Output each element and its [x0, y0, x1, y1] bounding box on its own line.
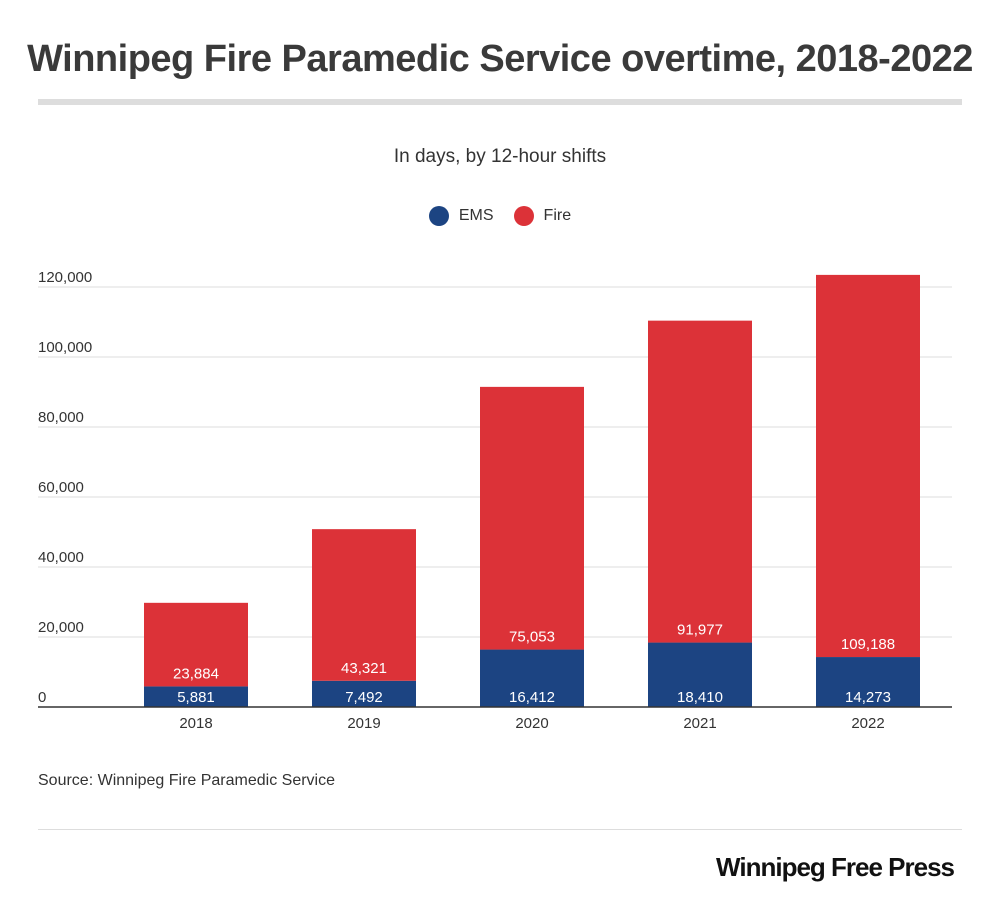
legend-swatch-fire [513, 206, 534, 226]
data-label-fire-2019: 43,321 [341, 660, 387, 677]
bar-fire-2018 [144, 602, 248, 687]
bar-ems-2020 [480, 649, 584, 707]
bar-ems-2021 [648, 642, 752, 707]
stacked-bar-chart: 0 20,000 40,000 60,000 80,000 100,000 120,000 5… [38, 269, 952, 732]
data-label-ems-2020: 16,412 [509, 689, 555, 706]
chart-title: Winnipeg Fire Paramedic Service overtime… [27, 38, 973, 80]
data-label-ems-2021: 18,410 [677, 689, 723, 706]
data-label-ems-2022: 14,273 [845, 689, 891, 706]
y-tick-label: 20,000 [38, 619, 84, 636]
data-label-fire-2021: 91,977 [677, 622, 723, 639]
data-label-ems-2018: 5,881 [177, 689, 215, 706]
y-tick-label: 100,000 [38, 339, 92, 356]
data-label-fire-2022: 109,188 [841, 636, 895, 653]
data-label-fire-2020: 75,053 [509, 629, 555, 646]
legend-item-fire: Fire [513, 206, 572, 226]
x-tick-label: 2019 [347, 715, 380, 732]
bar-ems-2019 [312, 680, 416, 707]
chart-subtitle: In days, by 12-hour shifts [393, 146, 607, 167]
legend-swatch-ems [428, 206, 449, 226]
footer-divider [38, 829, 962, 830]
y-tick-label: 60,000 [38, 479, 84, 496]
bar-fire-2020 [480, 386, 584, 650]
legend-item-ems: EMS [428, 206, 494, 226]
y-tick-label: 40,000 [38, 549, 84, 566]
data-label-ems-2019: 7,492 [345, 689, 383, 706]
source-note: Source: Winnipeg Fire Paramedic Service [38, 772, 336, 789]
legend-label-fire: Fire [543, 207, 572, 224]
bar-fire-2022 [816, 274, 920, 658]
bar-fire-2019 [312, 529, 416, 681]
legend-label-ems: EMS [458, 207, 494, 224]
y-tick-label: 0 [38, 689, 46, 706]
y-tick-label: 120,000 [38, 269, 92, 286]
x-tick-label: 2022 [851, 715, 884, 732]
x-tick-label: 2021 [683, 715, 716, 732]
publisher-logo: Winnipeg Free Press [716, 852, 955, 882]
bar-ems-2018 [144, 686, 248, 707]
data-label-fire-2018: 23,884 [173, 665, 219, 682]
y-tick-label: 80,000 [38, 409, 84, 426]
bar-ems-2022 [816, 657, 920, 707]
legend: EMS Fire [0, 206, 1000, 226]
title-divider [38, 99, 962, 105]
bar-fire-2021 [648, 320, 752, 643]
x-tick-label: 2018 [179, 715, 212, 732]
x-tick-label: 2020 [515, 715, 548, 732]
